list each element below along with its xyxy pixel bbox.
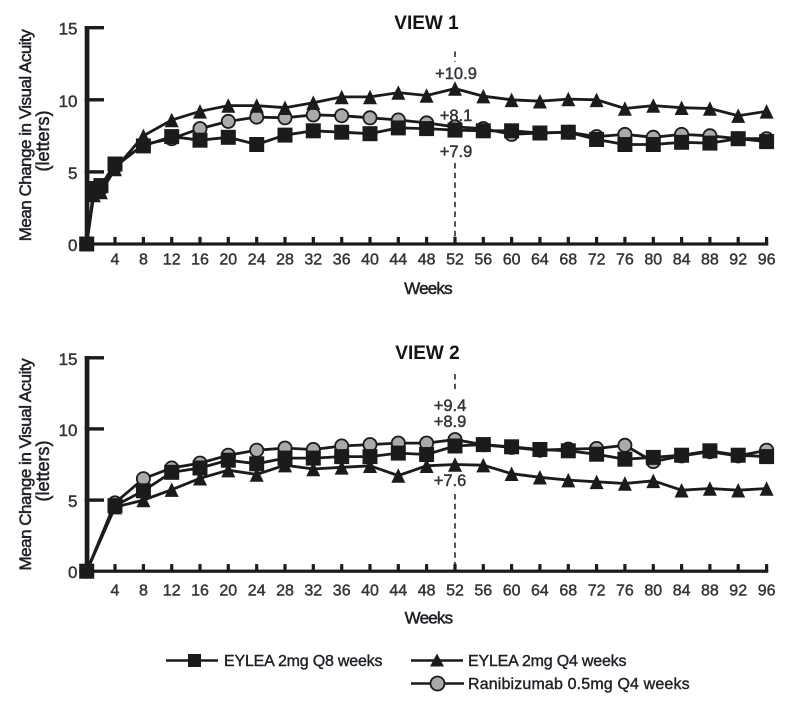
svg-text:40: 40: [361, 583, 379, 600]
svg-text:15: 15: [59, 20, 78, 39]
svg-text:76: 76: [616, 252, 634, 269]
svg-text:Weeks: Weeks: [405, 609, 453, 628]
svg-text:88: 88: [701, 252, 719, 269]
svg-text:84: 84: [673, 583, 691, 600]
svg-text:VIEW 1: VIEW 1: [394, 13, 459, 34]
svg-text:64: 64: [531, 583, 549, 600]
svg-text:24: 24: [248, 583, 266, 600]
svg-text:76: 76: [616, 583, 634, 600]
svg-text:72: 72: [588, 252, 606, 269]
svg-text:72: 72: [588, 583, 606, 600]
svg-text:40: 40: [361, 252, 379, 269]
svg-text:+10.9: +10.9: [435, 65, 477, 83]
svg-text:+8.1: +8.1: [440, 107, 473, 125]
svg-text:EYLEA 2mg Q4 weeks: EYLEA 2mg Q4 weeks: [468, 653, 626, 670]
svg-text:EYLEA 2mg Q8 weeks: EYLEA 2mg Q8 weeks: [224, 653, 382, 670]
svg-text:16: 16: [191, 252, 209, 269]
svg-text:56: 56: [474, 583, 492, 600]
svg-text:96: 96: [758, 583, 776, 600]
svg-text:52: 52: [446, 252, 464, 269]
svg-text:88: 88: [701, 583, 719, 600]
svg-text:+8.9: +8.9: [434, 413, 467, 431]
svg-text:92: 92: [729, 583, 747, 600]
svg-text:8: 8: [139, 583, 148, 600]
svg-text:Mean Change in Visual Acuity: Mean Change in Visual Acuity: [16, 29, 35, 242]
svg-text:15: 15: [59, 350, 78, 369]
svg-text:5: 5: [68, 492, 77, 511]
svg-text:0: 0: [68, 236, 77, 255]
svg-text:84: 84: [673, 252, 691, 269]
svg-text:36: 36: [333, 252, 351, 269]
svg-text:36: 36: [333, 583, 351, 600]
svg-text:68: 68: [559, 583, 577, 600]
svg-text:+7.9: +7.9: [440, 143, 473, 161]
svg-text:20: 20: [219, 252, 237, 269]
svg-text:60: 60: [503, 252, 521, 269]
svg-text:44: 44: [389, 583, 407, 600]
svg-text:+9.4: +9.4: [434, 397, 467, 415]
svg-text:68: 68: [559, 252, 577, 269]
svg-text:12: 12: [163, 583, 181, 600]
svg-text:80: 80: [644, 252, 662, 269]
svg-text:16: 16: [191, 583, 209, 600]
svg-text:32: 32: [304, 583, 322, 600]
svg-text:10: 10: [59, 421, 78, 440]
svg-text:56: 56: [474, 252, 492, 269]
svg-text:28: 28: [276, 583, 294, 600]
svg-text:5: 5: [68, 164, 77, 183]
svg-text:+7.6: +7.6: [434, 472, 467, 490]
svg-text:8: 8: [139, 252, 148, 269]
svg-text:64: 64: [531, 252, 549, 269]
svg-text:Mean Change in Visual Acuity: Mean Change in Visual Acuity: [16, 358, 35, 571]
svg-text:4: 4: [111, 252, 120, 269]
svg-text:48: 48: [418, 583, 436, 600]
svg-text:24: 24: [248, 252, 266, 269]
svg-text:(letters): (letters): [33, 110, 53, 171]
svg-text:52: 52: [446, 583, 464, 600]
svg-text:Weeks: Weeks: [404, 279, 452, 298]
svg-text:20: 20: [219, 583, 237, 600]
svg-text:VIEW 2: VIEW 2: [395, 343, 459, 364]
svg-text:(letters): (letters): [33, 440, 53, 501]
svg-text:4: 4: [111, 583, 120, 600]
svg-text:0: 0: [68, 563, 77, 582]
svg-text:32: 32: [304, 252, 322, 269]
svg-text:44: 44: [389, 252, 407, 269]
svg-text:10: 10: [59, 92, 78, 111]
svg-text:12: 12: [163, 252, 181, 269]
svg-text:48: 48: [418, 252, 436, 269]
svg-text:92: 92: [729, 252, 747, 269]
svg-text:Ranibizumab 0.5mg Q4 weeks: Ranibizumab 0.5mg Q4 weeks: [468, 676, 690, 693]
svg-text:60: 60: [503, 583, 521, 600]
svg-text:80: 80: [644, 583, 662, 600]
svg-text:28: 28: [276, 252, 294, 269]
svg-text:96: 96: [758, 252, 776, 269]
